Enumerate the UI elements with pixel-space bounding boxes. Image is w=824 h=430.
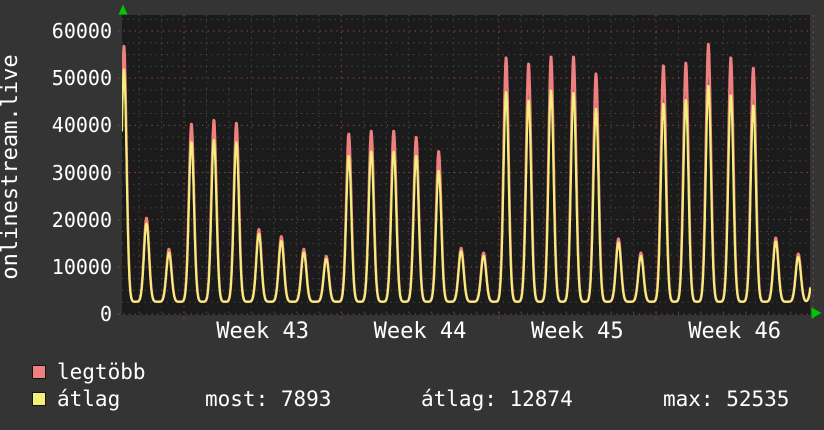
x-axis-tick-label: Week 45 bbox=[530, 319, 624, 344]
stat-max: max: 52535 bbox=[663, 387, 790, 411]
y-axis-arrow-up-icon bbox=[118, 4, 128, 15]
y-axis-tick-label: 40000 bbox=[51, 113, 112, 138]
legend-label-atlag: átlag bbox=[57, 387, 121, 411]
y-axis-tick-label: 50000 bbox=[51, 66, 112, 91]
grid-major bbox=[118, 15, 814, 319]
stat-atlag: átlag: 12874 bbox=[421, 387, 573, 411]
legend-label-legtobb: legtöbb bbox=[57, 360, 146, 384]
y-axis-tick-label: 0 bbox=[99, 302, 112, 326]
y-axis-tick-label: 20000 bbox=[51, 207, 112, 232]
stat-most: most: 7893 bbox=[205, 387, 332, 411]
x-axis-tick-label: Week 43 bbox=[216, 319, 310, 344]
legend-swatch-legtobb bbox=[32, 365, 46, 379]
legend-swatch-atlag bbox=[32, 392, 46, 406]
y-axis-tick-label: 30000 bbox=[51, 160, 112, 185]
y-axis-tick-label: 60000 bbox=[51, 19, 112, 43]
series-atlag-line bbox=[122, 68, 811, 303]
x-axis-tick-label: Week 46 bbox=[688, 319, 781, 344]
plot-area bbox=[122, 15, 810, 315]
series-lines bbox=[122, 42, 811, 304]
y-axis-tick-label: 10000 bbox=[51, 254, 112, 279]
x-axis-tick-label: Week 44 bbox=[373, 319, 467, 344]
x-axis-arrow-right-icon bbox=[811, 307, 822, 319]
